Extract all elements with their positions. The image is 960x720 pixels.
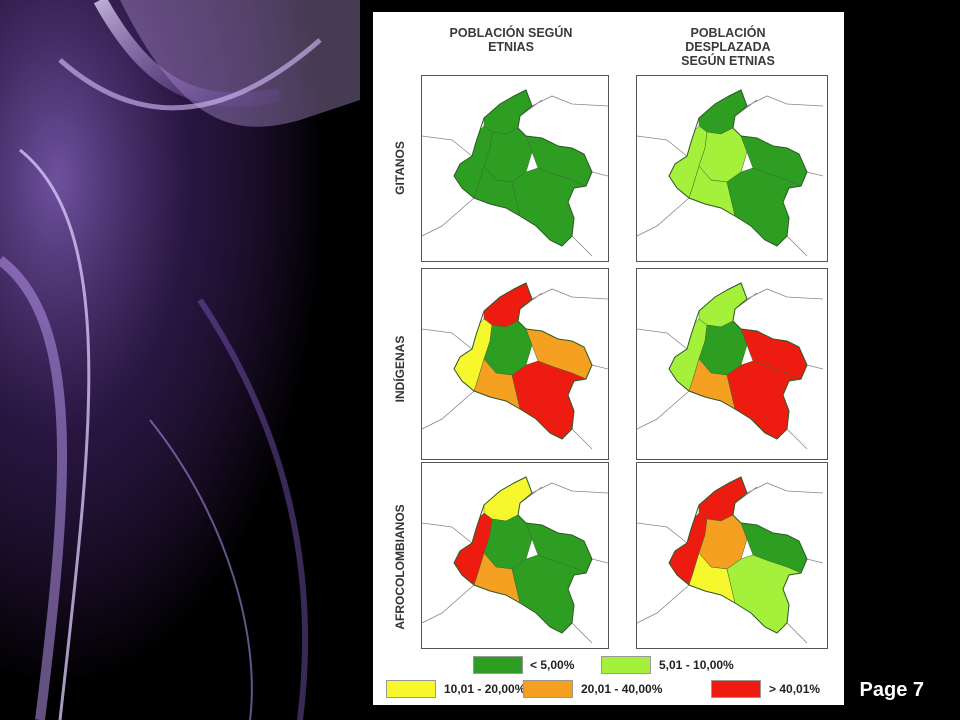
country-outline [453,282,593,440]
border-line [637,482,824,644]
country-outline [668,89,808,247]
legend-swatch [711,680,761,698]
country-outline [453,89,593,247]
legend-label: 5,01 - 10,00% [659,658,734,672]
map-indigenas-poblacion [421,268,609,460]
border-line [422,95,608,257]
map-indigenas-desplazada [636,268,828,460]
map-afrocolombianos-desplazada [636,462,828,649]
legend-swatch [473,656,523,674]
border-line [637,288,824,450]
border-line [422,288,608,450]
column-title-poblacion: POBLACIÓN SEGÚN ETNIAS [449,26,573,54]
border-line [422,482,608,644]
legend-swatch [386,680,436,698]
country-outline [453,476,593,634]
page-number: Page 7 [859,679,924,701]
map-gitanos-poblacion [421,75,609,262]
legend-label: 10,01 - 20,00% [444,682,526,696]
map-gitanos-desplazada [636,75,828,262]
legend-swatch [601,656,651,674]
country-outline [668,476,808,634]
map-afrocolombianos-poblacion [421,462,609,649]
column-title-desplazada: POBLACIÓN DESPLAZADA SEGÚN ETNIAS [681,26,775,68]
row-label-gitanos: GITANOS [393,141,407,195]
legend-label: < 5,00% [530,658,575,672]
legend-swatch [523,680,573,698]
country-outline [668,282,808,440]
border-line [637,95,824,257]
legend-label: 20,01 - 40,00% [581,682,663,696]
row-label-afrocolombianos: AFROCOLOMBIANOS [393,504,407,630]
map-figure-panel: POBLACIÓN SEGÚN ETNIAS POBLACIÓN DESPLAZ… [373,12,844,705]
legend-label: > 40,01% [769,682,821,696]
row-label-indigenas: INDÍGENAS [393,335,407,403]
